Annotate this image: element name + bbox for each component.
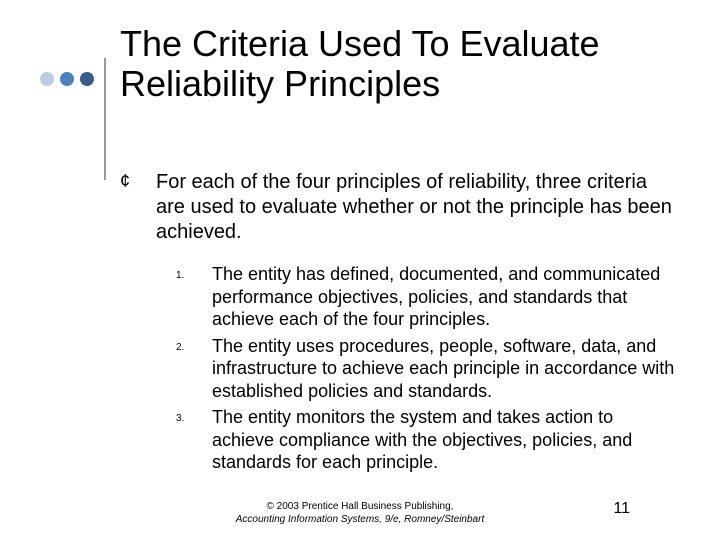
list-item: 2. The entity uses procedures, people, s… — [176, 335, 680, 403]
list-marker: 2. — [176, 335, 212, 359]
page-title: The Criteria Used To Evaluate Reliabilit… — [120, 24, 680, 103]
copyright-line-2: Accounting Information Systems, 9/e, Rom… — [236, 514, 484, 525]
list-marker: 3. — [176, 406, 212, 430]
accent-dot-icon — [40, 72, 54, 86]
list-text: The entity has defined, documented, and … — [212, 263, 680, 331]
footer: © 2003 Prentice Hall Business Publishing… — [0, 501, 720, 526]
body-content: ¢ For each of the four principles of rel… — [120, 170, 680, 478]
list-text: The entity uses procedures, people, soft… — [212, 335, 680, 403]
lead-paragraph: ¢ For each of the four principles of rel… — [120, 170, 680, 245]
list-item: 1. The entity has defined, documented, a… — [176, 263, 680, 331]
list-text: The entity monitors the system and takes… — [212, 406, 680, 474]
copyright-line-1: © 2003 Prentice Hall Business Publishing… — [267, 501, 454, 512]
list-marker: 1. — [176, 263, 212, 287]
lead-text: For each of the four principles of relia… — [156, 170, 680, 245]
list-item: 3. The entity monitors the system and ta… — [176, 406, 680, 474]
vertical-divider — [104, 58, 106, 180]
footer-text-block: © 2003 Prentice Hall Business Publishing… — [100, 501, 620, 526]
copyright-text: © 2003 Prentice Hall Business Publishing… — [236, 501, 484, 526]
title-decoration — [0, 58, 110, 180]
accent-dot-icon — [60, 72, 74, 86]
bullet-icon: ¢ — [120, 170, 156, 193]
page-number: 11 — [613, 500, 630, 518]
numbered-list: 1. The entity has defined, documented, a… — [176, 263, 680, 474]
slide: The Criteria Used To Evaluate Reliabilit… — [0, 0, 720, 540]
accent-dot-icon — [80, 72, 94, 86]
